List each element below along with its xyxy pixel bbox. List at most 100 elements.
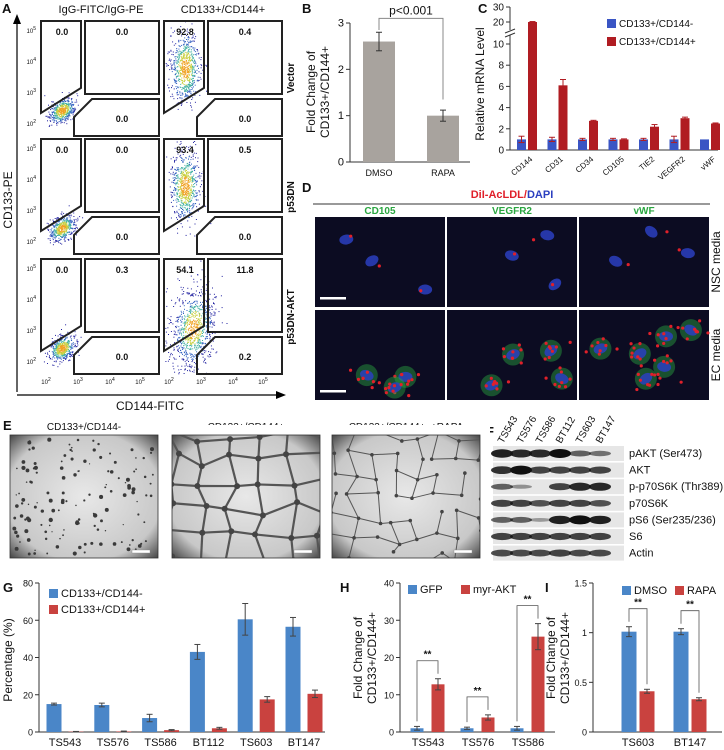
event-dot: [73, 337, 75, 339]
event-dot: [195, 363, 197, 365]
event-dot: [72, 101, 74, 103]
event-dot: [68, 227, 70, 229]
event-dot: [53, 119, 55, 121]
event-dot: [182, 174, 184, 176]
bar: [363, 41, 395, 162]
event-dot: [66, 116, 68, 118]
event-dot: [169, 51, 170, 53]
event-dot: [71, 102, 73, 104]
event-dot: [182, 74, 184, 76]
event-dot: [171, 196, 173, 198]
event-dot: [181, 51, 183, 53]
nucleus: [555, 373, 569, 385]
event-dot: [196, 180, 198, 182]
event-dot: [70, 354, 71, 356]
event-dot: [197, 307, 199, 309]
event-dot: [64, 99, 66, 101]
event-dot: [180, 313, 182, 315]
event-dot: [175, 172, 177, 174]
event-dot: [187, 365, 189, 367]
event-dot: [69, 336, 71, 338]
blot-band: [569, 515, 591, 525]
y-tick-label: 105: [27, 264, 37, 273]
event-dot: [189, 211, 191, 213]
event-dot: [212, 348, 214, 350]
event-dot: [57, 346, 59, 348]
event-dot: [220, 295, 222, 297]
event-dot: [188, 199, 190, 201]
event-dot: [183, 54, 185, 56]
red-dot: [558, 366, 562, 370]
event-dot: [187, 71, 189, 73]
event-dot: [184, 185, 186, 187]
event-dot: [187, 200, 189, 202]
event-dot: [57, 351, 59, 353]
cell-cluster: [137, 544, 142, 548]
event-dot: [190, 201, 192, 202]
event-dot: [173, 330, 175, 332]
event-dot: [174, 194, 176, 196]
event-dot: [174, 187, 176, 188]
event-dot: [182, 173, 184, 175]
scale-bar: [131, 549, 151, 554]
bar: [639, 691, 655, 732]
event-dot: [187, 370, 188, 372]
event-dot: [186, 197, 188, 199]
event-dot: [184, 179, 186, 181]
event-dot: [173, 190, 175, 191]
event-dot: [82, 217, 84, 219]
event-dot: [51, 232, 53, 234]
tube-segment: [396, 495, 413, 499]
event-dot: [67, 109, 69, 110]
event-dot: [178, 39, 180, 41]
event-dot: [72, 347, 74, 349]
event-dot: [181, 334, 183, 336]
event-dot: [188, 55, 190, 57]
event-dot: [180, 175, 182, 177]
red-dot: [681, 326, 685, 330]
event-dot: [61, 116, 63, 118]
legend-swatch: [675, 586, 684, 595]
event-dot: [214, 296, 216, 298]
tube-segment: [173, 502, 207, 508]
event-dot: [192, 158, 194, 160]
event-dot: [167, 360, 169, 362]
red-dot: [598, 349, 602, 353]
red-dot: [646, 383, 650, 387]
event-dot: [184, 63, 186, 65]
event-dot: [175, 86, 177, 88]
event-dot: [52, 341, 54, 342]
event-dot: [197, 344, 199, 346]
event-dot: [203, 327, 205, 329]
event-dot: [194, 347, 195, 349]
event-dot: [183, 347, 185, 349]
event-dot: [185, 48, 187, 50]
event-dot: [168, 352, 170, 353]
event-dot: [176, 175, 178, 177]
event-dot: [189, 309, 191, 311]
event-dot: [55, 107, 57, 109]
event-dot: [191, 109, 193, 111]
event-dot: [58, 340, 60, 342]
event-dot: [198, 323, 200, 325]
event-dot: [66, 107, 68, 109]
tube-segment: [436, 532, 458, 539]
event-dot: [64, 114, 66, 115]
event-dot: [176, 195, 178, 197]
event-dot: [190, 192, 192, 194]
event-dot: [167, 53, 169, 55]
event-dot: [50, 345, 52, 347]
quadrant-value-upper-left: 92.8: [176, 27, 194, 37]
event-dot: [181, 194, 183, 196]
event-dot: [179, 79, 180, 80]
event-dot: [58, 225, 60, 227]
event-dot: [192, 189, 194, 191]
event-dot: [181, 226, 183, 228]
event-dot: [174, 81, 176, 83]
event-dot: [190, 170, 192, 172]
event-dot: [184, 206, 186, 208]
event-dot: [189, 161, 191, 163]
y-tick-label: 3: [338, 18, 344, 30]
event-dot: [181, 44, 183, 46]
event-dot: [63, 355, 65, 357]
